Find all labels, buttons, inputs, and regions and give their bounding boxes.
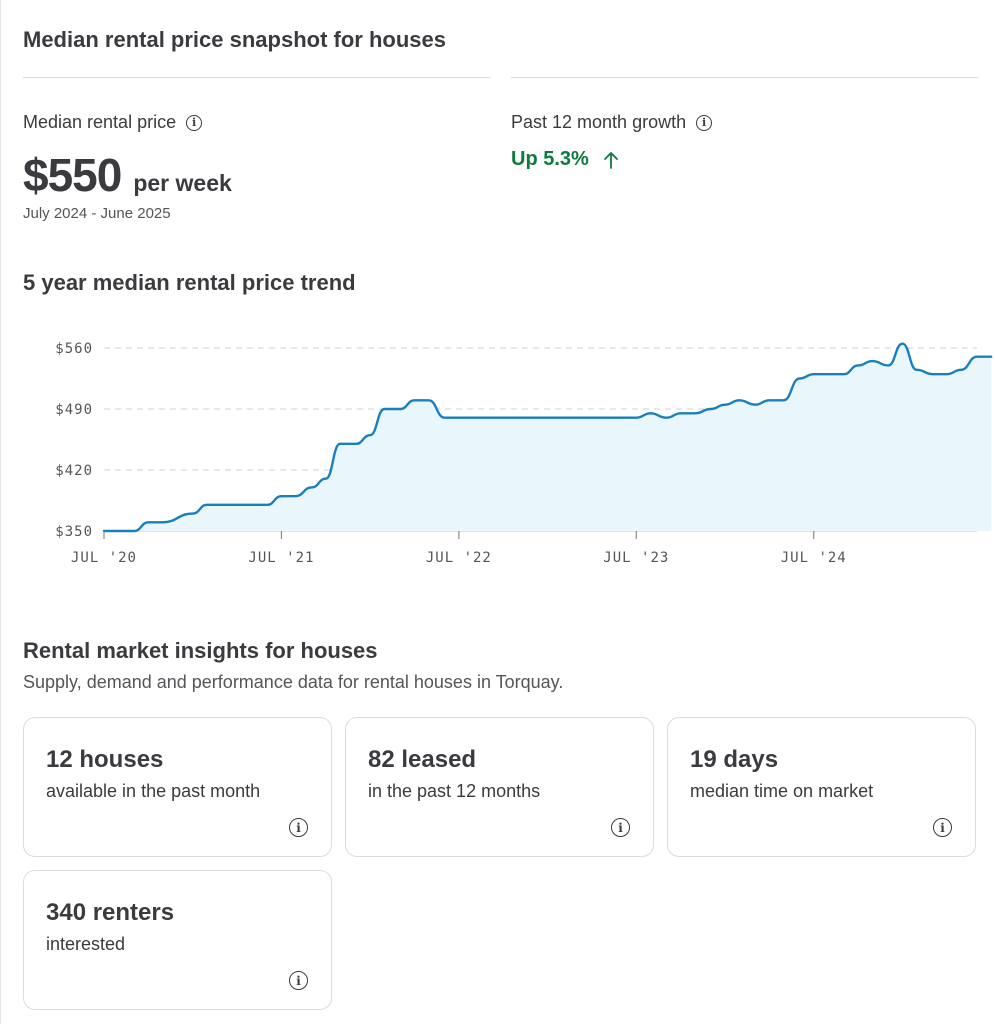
- insight-description: median time on market: [690, 781, 874, 801]
- median-price-label: Median rental price: [23, 112, 177, 132]
- growth-value-row: Up 5.3%: [511, 148, 619, 171]
- growth-value: Up 5.3%: [511, 148, 589, 170]
- x-tick-label: JUL '20: [71, 550, 137, 566]
- insight-value: 340 renters: [46, 899, 175, 926]
- insight-description: in the past 12 months: [368, 781, 541, 801]
- insight-card-leased: 82 leased in the past 12 months i: [345, 717, 654, 857]
- insights-subtitle: Supply, demand and performance data for …: [23, 672, 564, 692]
- growth-label: Past 12 month growth: [511, 112, 687, 132]
- page-title: Median rental price snapshot for houses: [23, 27, 446, 52]
- y-tick-label: $420: [55, 463, 93, 479]
- y-axis-ticks: $350 $420 $490 $560: [55, 341, 93, 540]
- insight-card-renters: 340 renters interested i: [23, 870, 332, 1010]
- insight-value: 82 leased: [368, 746, 477, 773]
- chart-area-fill: [104, 343, 992, 531]
- trend-title: 5 year median rental price trend: [23, 270, 356, 295]
- median-price-value: $550: [23, 149, 122, 201]
- info-icon[interactable]: i: [933, 818, 952, 837]
- info-icon[interactable]: i: [696, 114, 713, 131]
- x-axis-ticks: JUL '20 JUL '21 JUL '22 JUL '23 JUL '24: [71, 531, 847, 566]
- info-icon[interactable]: i: [289, 971, 308, 990]
- median-price: $550 per week: [23, 148, 232, 202]
- info-icon[interactable]: i: [186, 114, 203, 131]
- y-tick-label: $560: [55, 341, 93, 357]
- x-tick-label: JUL '22: [426, 550, 492, 566]
- insight-description: available in the past month: [46, 781, 261, 801]
- insight-description: interested: [46, 934, 126, 954]
- insight-card-available: 12 houses available in the past month i: [23, 717, 332, 857]
- insights-title: Rental market insights for houses: [23, 638, 378, 663]
- divider: [23, 77, 490, 78]
- insight-value: 12 houses: [46, 746, 164, 773]
- info-icon[interactable]: i: [289, 818, 308, 837]
- x-tick-label: JUL '21: [248, 550, 314, 566]
- insight-card-time-on-market: 19 days median time on market i: [667, 717, 976, 857]
- x-tick-label: JUL '23: [603, 550, 669, 566]
- divider: [511, 77, 978, 78]
- median-price-unit: per week: [133, 170, 232, 196]
- left-border: [0, 0, 1, 1024]
- median-price-period: July 2024 - June 2025: [23, 205, 171, 222]
- y-tick-label: $350: [55, 524, 93, 540]
- y-tick-label: $490: [55, 402, 93, 418]
- arrow-up-icon: [603, 151, 618, 169]
- insight-value: 19 days: [690, 746, 779, 773]
- median-price-label-row: Median rental price i: [23, 112, 203, 133]
- chart-series-line: [102, 342, 993, 533]
- info-icon[interactable]: i: [611, 818, 630, 837]
- growth-label-row: Past 12 month growth i: [511, 112, 713, 133]
- rental-trend-chart: $350$420$490$560 JUL '20 JUL '21 JUL '22 JU…: [55, 341, 993, 566]
- x-tick-label: JUL '24: [781, 550, 847, 566]
